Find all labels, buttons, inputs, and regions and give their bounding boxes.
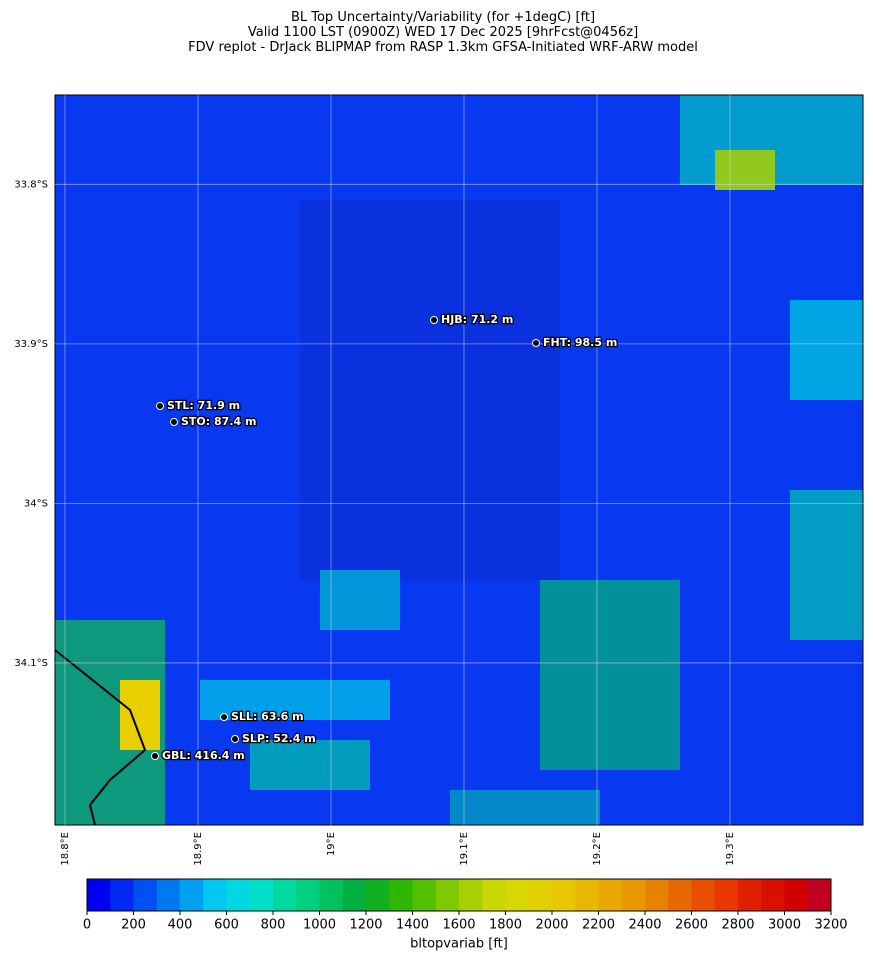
colorbar-bin — [133, 879, 158, 911]
station-label: SLL: 63.6 m — [231, 710, 304, 723]
x-tick-label: 19.3°E — [725, 832, 736, 866]
colorbar-bin — [482, 879, 506, 911]
chart-title: Valid 1100 LST (0900Z) WED 17 Dec 2025 [… — [248, 25, 638, 40]
colorbar-tick-label: 1400 — [396, 918, 429, 933]
colorbar-bin — [691, 879, 716, 911]
station-marker — [220, 713, 228, 721]
colorbar-tick-label: 0 — [83, 918, 91, 933]
y-tick-label: 33.8°S — [14, 179, 48, 190]
station-marker — [151, 752, 159, 760]
colorbar-bin — [412, 879, 437, 911]
station-label: GBL: 416.4 m — [162, 749, 245, 762]
colorbar-bin — [761, 879, 785, 911]
colorbar-tick-label: 2600 — [675, 918, 708, 933]
y-tick-label: 33.9°S — [14, 339, 48, 350]
colorbar-tick-label: 200 — [121, 918, 146, 933]
colorbar-tick-label: 1000 — [303, 918, 336, 933]
chart-title: BL Top Uncertainty/Variability (for +1de… — [291, 10, 595, 25]
station-label: FHT: 98.5 m — [543, 336, 617, 349]
map-background — [54, 94, 864, 826]
colorbar-bin — [389, 879, 413, 911]
colorbar-tick-label: 2800 — [721, 918, 754, 933]
colorbar-bin — [505, 879, 530, 911]
colorbar-bin — [807, 879, 832, 911]
colorbar-bin — [645, 879, 669, 911]
colorbar-bin — [226, 879, 251, 911]
colorbar-bin — [110, 879, 134, 911]
colorbar-tick-label: 1600 — [442, 918, 475, 933]
colorbar-bin — [366, 879, 390, 911]
station-marker — [156, 402, 164, 410]
colorbar-tick-label: 2200 — [582, 918, 615, 933]
y-tick-label: 34.1°S — [14, 658, 48, 669]
station-marker — [231, 735, 239, 743]
station-marker — [170, 418, 178, 426]
colorbar-tick-label: 3000 — [768, 918, 801, 933]
colorbar-bin — [249, 879, 274, 911]
colorbar-tick-label: 800 — [261, 918, 286, 933]
station-label: HJB: 71.2 m — [441, 313, 513, 326]
colorbar-bin — [621, 879, 646, 911]
colorbar-bin — [575, 879, 599, 911]
station-label: STL: 71.9 m — [167, 399, 240, 412]
colorbar-bin — [319, 879, 344, 911]
colorbar-tick-label: 400 — [168, 918, 193, 933]
y-tick-label: 34°S — [24, 498, 48, 509]
colorbar-bin — [156, 879, 181, 911]
colorbar-tick-label: 2400 — [628, 918, 661, 933]
station-marker — [430, 316, 438, 324]
colorbar-bin — [552, 879, 576, 911]
colorbar-bin — [459, 879, 483, 911]
colorbar-bin — [784, 879, 809, 911]
colorbar-bin — [296, 879, 320, 911]
colorbar-bin — [203, 879, 227, 911]
colorbar-tick-label: 2000 — [535, 918, 568, 933]
colorbar-tick-label: 1200 — [349, 918, 382, 933]
x-tick-label: 18.9°E — [193, 832, 204, 866]
colorbar-bin — [714, 879, 739, 911]
x-tick-label: 19.1°E — [459, 832, 470, 866]
x-tick-label: 19.2°E — [592, 832, 603, 866]
colorbar-bin — [668, 879, 692, 911]
colorbar-tick-label: 3200 — [814, 918, 847, 933]
colorbar-bin — [87, 879, 111, 911]
station-label: SLP: 52.4 m — [242, 732, 316, 745]
colorbar-tick-label: 1800 — [489, 918, 522, 933]
colorbar-bin — [528, 879, 553, 911]
x-tick-label: 18.8°E — [60, 832, 71, 866]
colorbar-bin — [435, 879, 460, 911]
colorbar-bin — [273, 879, 297, 911]
station-label: STO: 87.4 m — [181, 415, 256, 428]
station-marker — [532, 339, 540, 347]
x-tick-label: 19°E — [326, 832, 337, 856]
colorbar-tick-label: 600 — [214, 918, 239, 933]
colorbar-bin — [598, 879, 623, 911]
chart-title: FDV replot - DrJack BLIPMAP from RASP 1.… — [188, 40, 698, 55]
colorbar-label: bltopvariab [ft] — [410, 937, 508, 952]
colorbar-bin — [738, 879, 762, 911]
colorbar-bin — [342, 879, 367, 911]
colorbar-bin — [180, 879, 204, 911]
